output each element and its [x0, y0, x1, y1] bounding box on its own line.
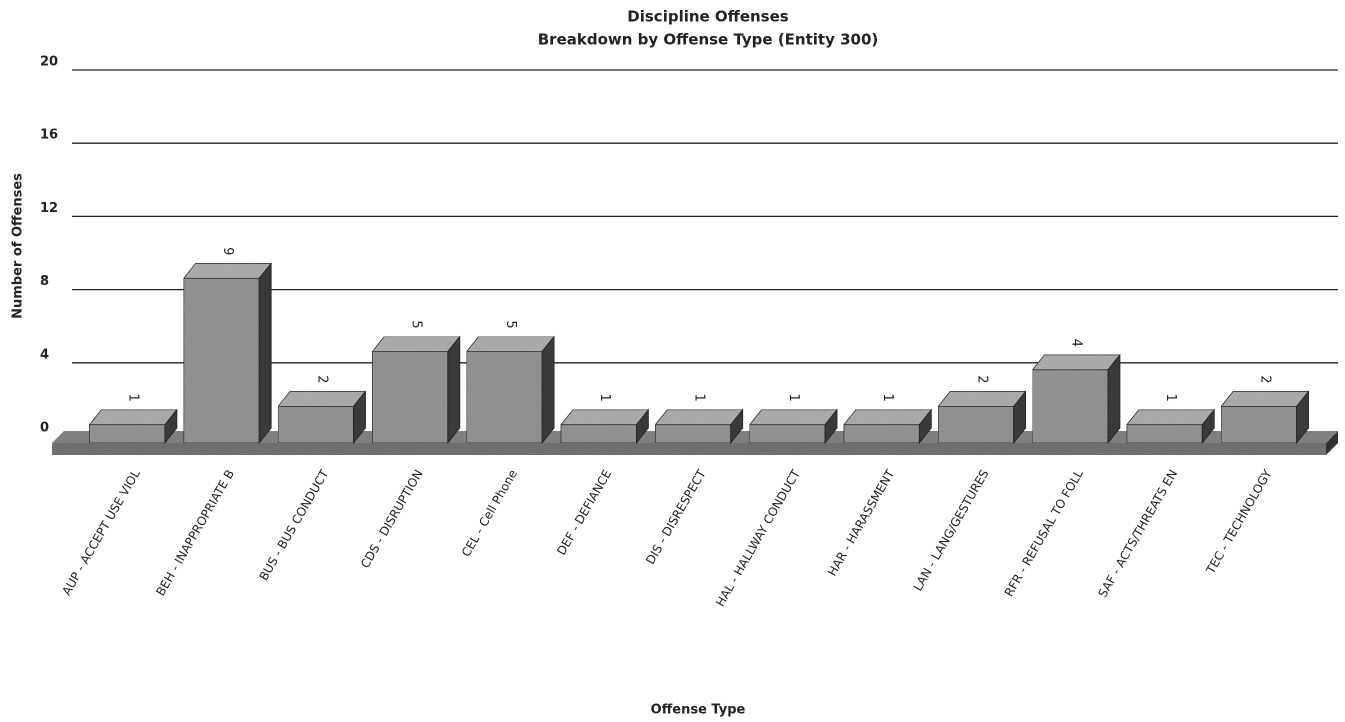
value-label: 5: [409, 320, 424, 328]
y-axis-title: Number of Offenses: [11, 173, 26, 319]
x-tick-label: CDS - DISRUPTION: [358, 467, 426, 570]
bar: [183, 277, 260, 444]
bar-side: [636, 408, 649, 445]
y-tick-label: 12: [40, 201, 58, 216]
y-tick-label: 4: [40, 347, 49, 362]
value-label: 2: [1257, 375, 1272, 383]
bar-side: [164, 408, 178, 445]
value-label: 5: [503, 320, 518, 328]
bar-top: [371, 336, 461, 352]
value-label: 1: [692, 394, 707, 402]
x-tick-label: HAR - HARASSMENT: [825, 467, 898, 579]
value-label: 9: [220, 247, 235, 255]
floor-side: [1326, 431, 1338, 455]
bar-top: [182, 262, 273, 279]
value-label: 1: [1163, 394, 1178, 402]
y-tick-label: 16: [40, 128, 58, 143]
bar-side: [918, 408, 932, 445]
bar: [1126, 424, 1203, 444]
x-tick-label: AUP - ACCEPT USE VIOL: [59, 467, 143, 598]
x-tick-label: CEL - Cell Phone: [459, 467, 520, 559]
bar-top: [465, 336, 555, 352]
x-tick-label: DIS - DISRESPECT: [643, 467, 709, 567]
bar-side: [1013, 390, 1027, 445]
floor-front: [52, 443, 1326, 455]
bar-side: [1107, 353, 1121, 445]
bar-top: [1220, 390, 1310, 407]
value-label: 2: [314, 375, 329, 383]
bar: [1032, 369, 1109, 444]
bar-top: [88, 409, 178, 426]
bar-side: [447, 335, 461, 445]
bar-top: [1125, 409, 1216, 426]
bar: [560, 424, 637, 444]
value-label: 1: [786, 394, 801, 402]
bar-top: [654, 409, 744, 426]
bar: [843, 424, 920, 444]
chart-title: Discipline Offenses: [627, 8, 789, 26]
bar-top: [748, 409, 838, 426]
bar-side: [353, 390, 366, 445]
x-tick-label: HAL - HALLWAY CONDUCT: [713, 467, 803, 609]
bar-side: [258, 262, 272, 445]
bar-top: [277, 390, 367, 407]
bar: [654, 424, 732, 444]
bar: [1220, 405, 1297, 444]
value-label: 1: [880, 394, 895, 402]
bar: [277, 405, 354, 444]
bar-top: [937, 390, 1027, 407]
value-label: 1: [126, 394, 141, 402]
bar-side: [824, 408, 838, 445]
value-label: 4: [1069, 339, 1084, 347]
x-tick-label: DEF - DEFIANCE: [554, 467, 614, 557]
bar-top: [843, 409, 933, 426]
bar: [937, 405, 1015, 444]
chart-subtitle: Breakdown by Offense Type (Entity 300): [538, 31, 879, 49]
value-label: 1: [597, 394, 612, 402]
bar-side: [730, 408, 744, 445]
value-label: 2: [974, 375, 989, 383]
x-tick-label: SAF - ACTS/THREATS EN: [1095, 467, 1180, 600]
x-axis-title: Offense Type: [651, 703, 746, 718]
bar-top: [1031, 354, 1121, 371]
x-tick-label: TEC - TECHNOLOGY: [1203, 467, 1275, 577]
bar: [749, 424, 826, 444]
bar: [371, 351, 449, 444]
y-tick-label: 0: [40, 421, 49, 436]
y-tick-label: 8: [40, 274, 49, 289]
bar-top: [560, 409, 650, 426]
bar-side: [1201, 408, 1215, 445]
x-tick-label: LAN - LANG/GESTURES: [911, 467, 992, 593]
bar: [466, 351, 543, 444]
x-tick-label: BEH - INAPPROPRIATE B: [153, 467, 237, 598]
bar: [89, 424, 166, 444]
x-tick-label: BUS - BUS CONDUCT: [256, 467, 331, 583]
bar-side: [541, 335, 555, 445]
x-tick-label: RFR - REFUSAL TO FOLL: [1002, 467, 1086, 599]
bar-side: [1296, 390, 1309, 445]
y-tick-label: 20: [40, 55, 58, 70]
